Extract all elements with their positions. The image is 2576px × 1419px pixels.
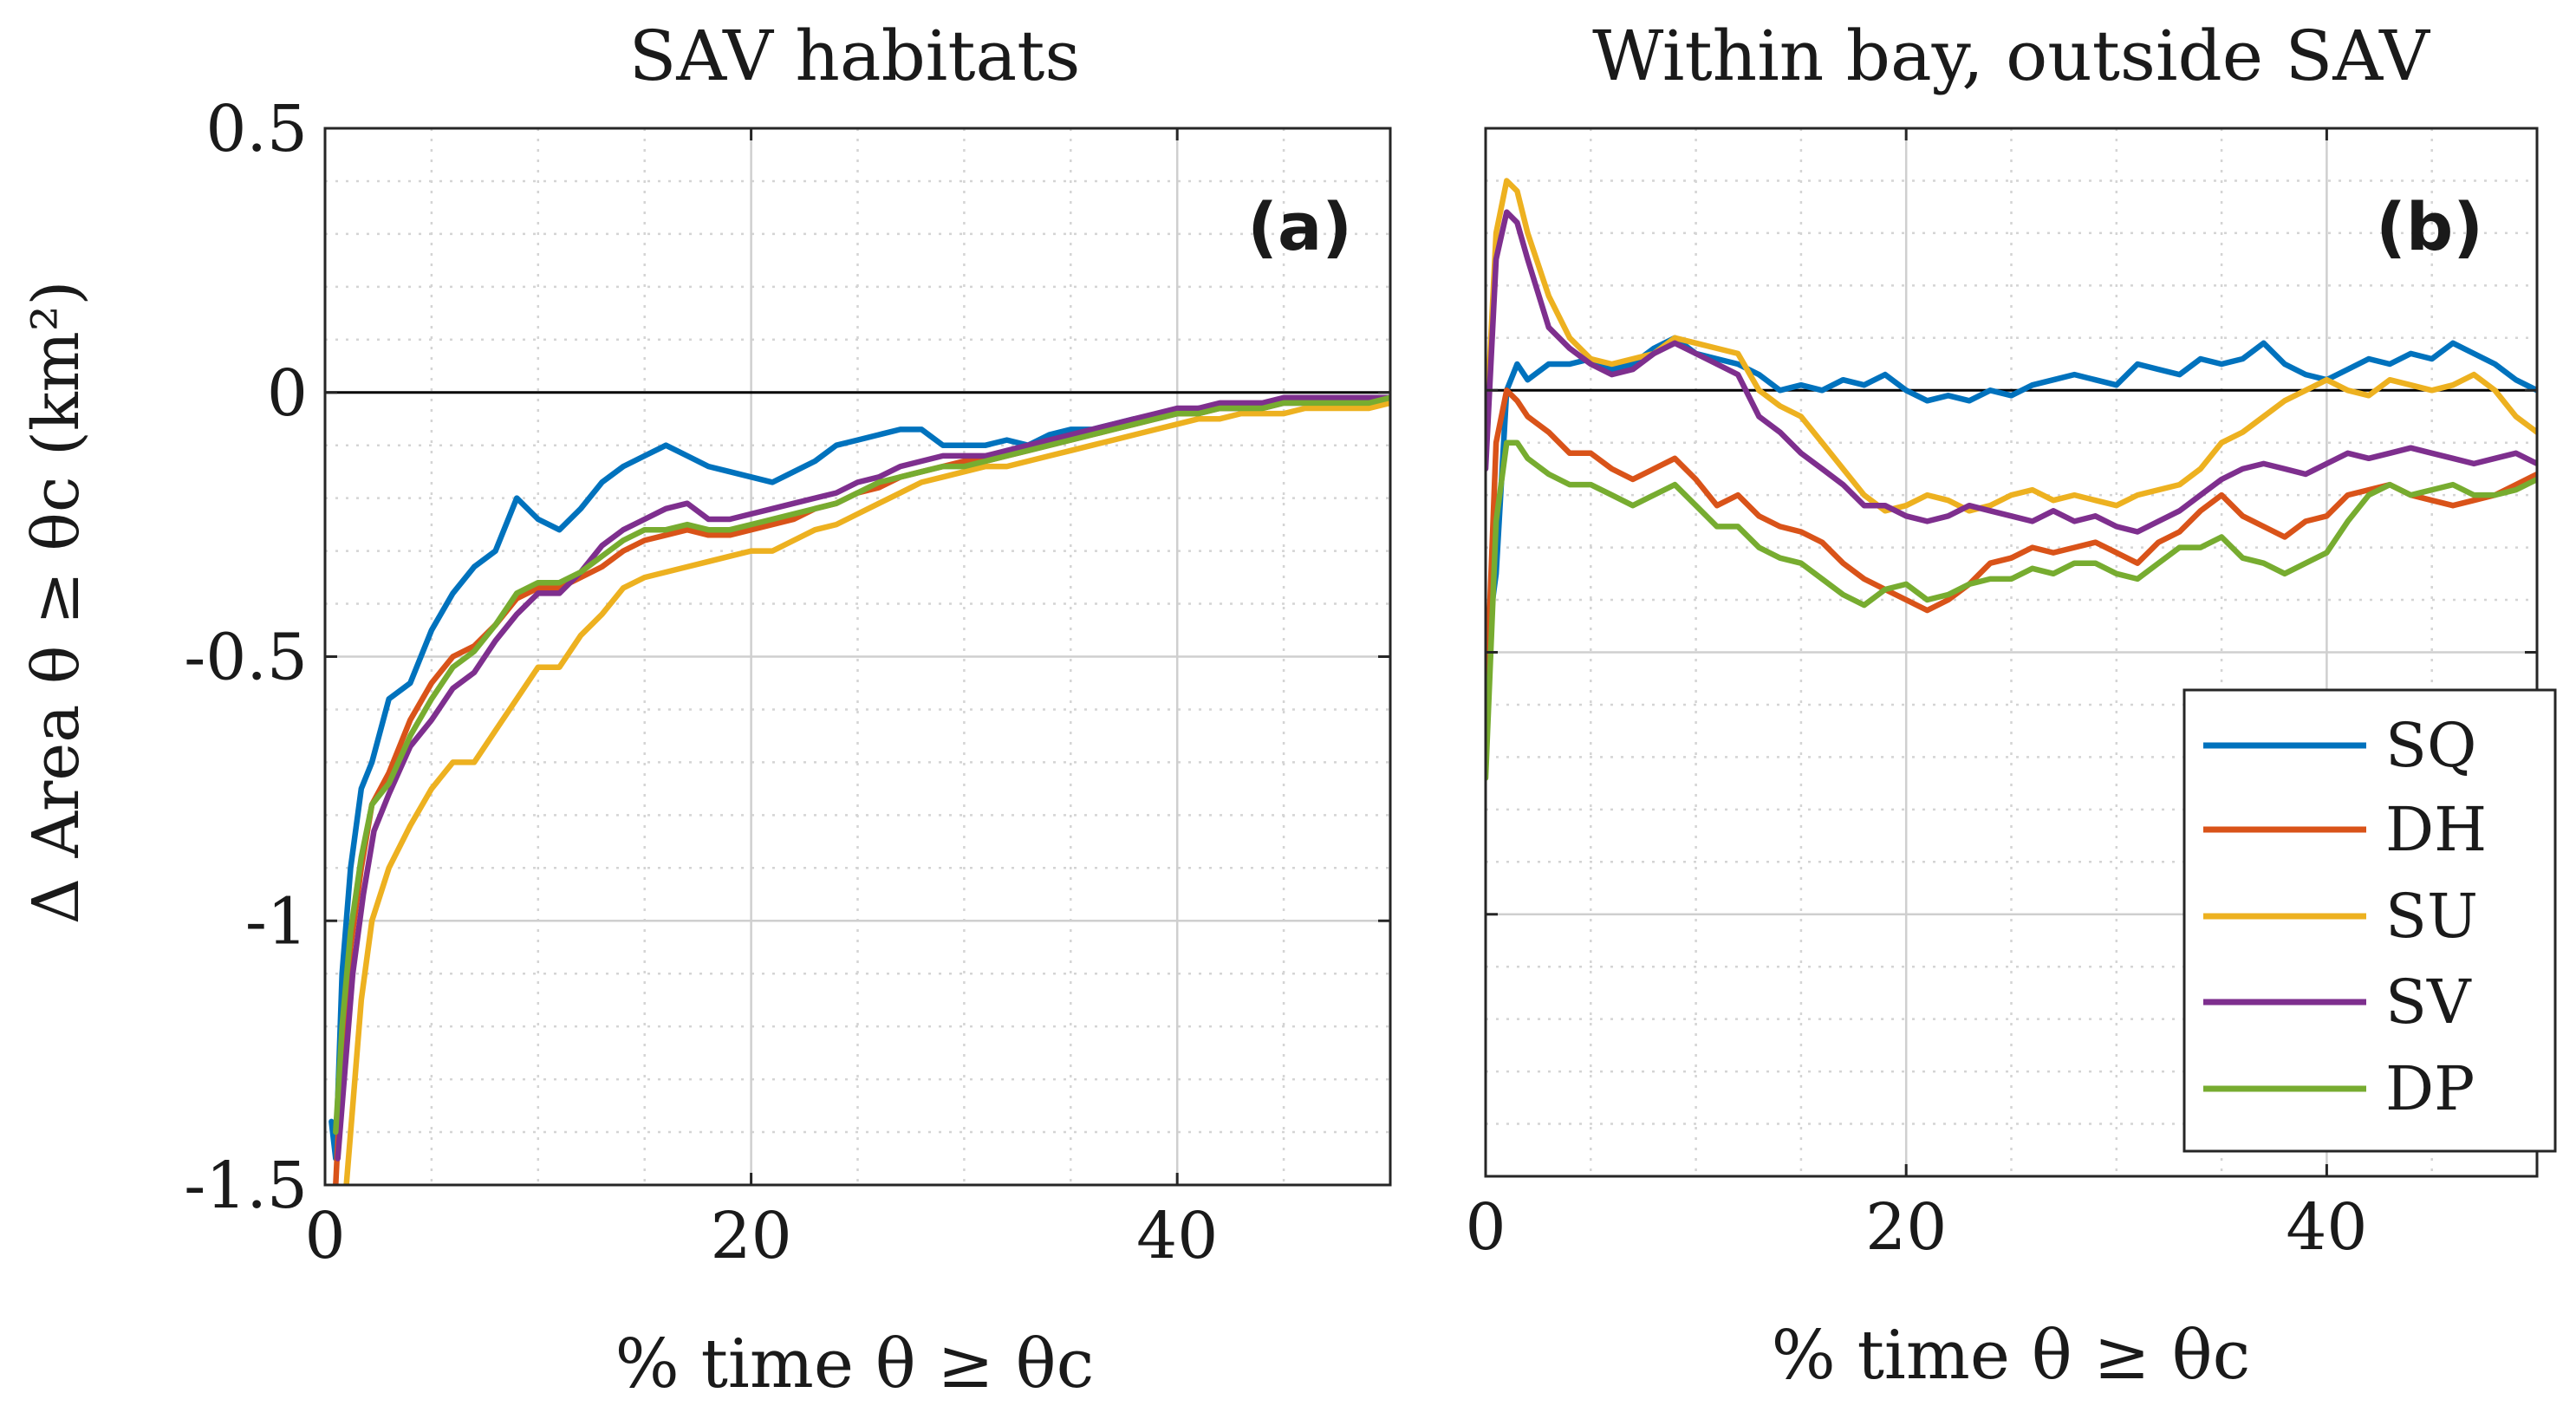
y-tick-label: 0 [267,356,308,431]
series-sv-line [1486,209,2537,535]
legend-label-sq: SQ [2385,710,2476,781]
panel-a: SAV habitats 0 20 40 -1.5 -1 -0.5 0 0.5 (a) % t… [184,16,1392,1403]
panel-a-letter: (a) [1247,188,1352,265]
legend-entry-sv: SV [2203,967,2472,1038]
legend-entry-dh: DH [2203,794,2487,865]
y-tick-label: -1.5 [184,1149,308,1223]
series-su-line [1486,178,2537,514]
legend-entry-sq: SQ [2203,710,2476,781]
y-axis-label: Δ Area θ ≥ θc (km²) [19,281,94,925]
panel-b-letter: (b) [2376,188,2483,265]
x-tick-label: 0 [304,1199,345,1273]
series-sq-line [1486,335,2537,655]
series-dp-line [333,394,1390,1136]
series-dp-line [1486,439,2537,781]
panel-b-title: Within bay, outside SAV [1592,16,2430,96]
panel-b-x-axis-label: % time θ ≥ θc [1772,1317,2251,1395]
panel-a-title: SAV habitats [629,16,1081,96]
series-dh-line [1486,387,2537,719]
x-tick-label: 0 [1465,1190,1506,1265]
x-tick-label: 20 [1865,1190,1947,1265]
y-tick-label: -0.5 [184,621,308,695]
legend-label-dh: DH [2385,794,2487,865]
x-tick-label: 20 [711,1199,792,1273]
series-su-line [343,400,1390,1185]
legend-box [2182,688,2557,1153]
series-sv-line [335,394,1390,1162]
x-tick-label: 40 [2286,1190,2367,1265]
legend-entry-su: SU [2203,881,2478,952]
legend-label-sv: SV [2385,967,2472,1038]
x-tick-label: 40 [1136,1199,1218,1273]
legend-label-dp: DP [2385,1053,2475,1124]
panel-a-x-axis-label: % time θ ≥ θc [615,1325,1095,1403]
panel-b: Within bay, outside SAV 0 20 40 (b) % time… [1465,16,2557,1395]
y-tick-label: -1 [245,884,308,959]
plot-a-area: 0 20 40 -1.5 -1 -0.5 0 0.5 [184,92,1392,1273]
legend-label-su: SU [2385,881,2478,952]
legend: SQ DH SU SV DP [2182,688,2557,1153]
legend-entry-dp: DP [2203,1053,2475,1124]
y-tick-label: 0.5 [205,92,308,166]
